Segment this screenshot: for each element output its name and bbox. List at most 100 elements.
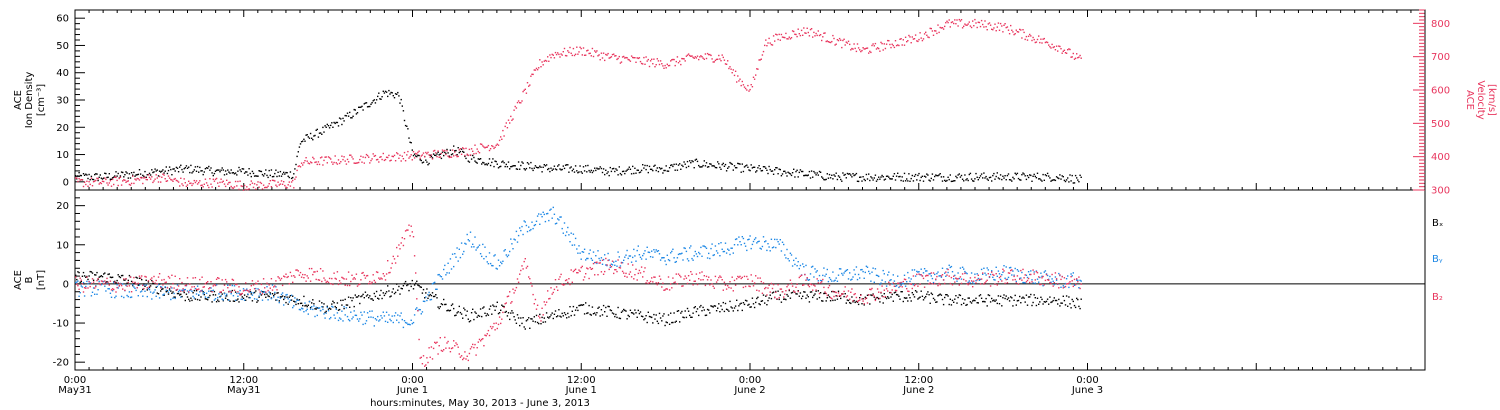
density-point — [308, 137, 311, 139]
density-point — [872, 179, 874, 181]
velocity-point — [843, 38, 845, 40]
bz-point — [383, 275, 386, 277]
by-point — [380, 315, 382, 317]
velocity-point — [885, 43, 888, 45]
bz-point — [539, 317, 541, 319]
bx-point — [1079, 307, 1081, 310]
by-point — [439, 275, 441, 277]
bx-point — [249, 291, 251, 293]
density-point — [945, 180, 947, 182]
density-point — [862, 176, 864, 178]
density-point — [625, 170, 627, 172]
by-point — [828, 277, 831, 279]
by-point — [574, 237, 577, 240]
bx-point — [168, 288, 171, 290]
velocity-point — [942, 28, 945, 30]
x-tick-label-date: June 1 — [565, 385, 597, 396]
by-point — [818, 274, 821, 277]
density-point — [289, 171, 292, 173]
by-point — [127, 295, 129, 298]
bx-point — [304, 305, 306, 307]
velocity-point — [198, 181, 200, 184]
by-point — [240, 298, 242, 300]
bx-point — [233, 300, 236, 302]
density-point — [484, 163, 486, 166]
by-point — [596, 262, 598, 265]
by-point — [975, 280, 977, 282]
by-point — [1077, 279, 1079, 282]
velocity-point — [384, 158, 387, 161]
bz-point — [588, 277, 590, 280]
bz-point — [258, 289, 260, 291]
bx-point — [316, 307, 318, 309]
velocity-point — [860, 50, 862, 53]
bx-point — [619, 317, 622, 320]
velocity-point — [459, 148, 462, 150]
bx-point — [925, 295, 927, 298]
by-point — [97, 289, 99, 291]
velocity-point — [530, 75, 532, 77]
density-point — [163, 172, 165, 174]
velocity-point — [623, 55, 625, 58]
velocity-point — [900, 38, 902, 40]
bx-point — [577, 309, 579, 312]
bz-point — [1013, 275, 1015, 278]
by-point — [436, 288, 438, 290]
velocity-point — [935, 30, 937, 32]
velocity-point — [928, 36, 930, 39]
by-point — [388, 314, 390, 316]
bz-point — [127, 281, 129, 284]
velocity-point — [626, 57, 628, 59]
bz-point — [155, 279, 157, 282]
by-point — [582, 251, 585, 253]
density-point — [544, 165, 547, 167]
bz-point — [368, 282, 370, 285]
bz-point — [78, 288, 80, 290]
bz-point — [597, 274, 599, 276]
density-point — [122, 171, 124, 174]
by-point — [343, 306, 345, 308]
bz-point — [880, 291, 882, 294]
density-point — [342, 117, 344, 120]
velocity-point — [363, 162, 365, 164]
velocity-point — [105, 178, 107, 181]
velocity-point — [788, 36, 790, 38]
bx-point — [547, 316, 549, 318]
by-point — [255, 287, 257, 290]
bz-point — [168, 277, 171, 279]
by-point — [567, 226, 569, 229]
bx-point — [929, 302, 931, 304]
by-point — [500, 261, 502, 263]
bz-point — [885, 288, 888, 290]
bz-point — [833, 295, 835, 298]
density-point — [594, 167, 596, 169]
bx-point — [1033, 294, 1035, 296]
velocity-point — [624, 57, 626, 59]
bx-point — [923, 297, 926, 299]
velocity-point — [156, 177, 158, 179]
by-point — [205, 292, 208, 294]
bx-point — [434, 295, 436, 298]
bz-point — [444, 336, 446, 339]
bz-point — [969, 277, 972, 279]
by-point — [1034, 282, 1036, 284]
by-point — [304, 302, 306, 304]
density-point — [1053, 179, 1055, 181]
velocity-point — [104, 177, 106, 179]
density-point — [755, 171, 757, 173]
bz-point — [742, 286, 745, 289]
bx-point — [202, 291, 204, 293]
by-point — [515, 230, 518, 233]
by-point — [710, 247, 712, 250]
velocity-point — [166, 180, 169, 182]
density-point — [656, 167, 658, 169]
bx-point — [1021, 297, 1023, 299]
bz-point — [530, 282, 532, 284]
by-point — [459, 256, 462, 259]
bx-point — [153, 282, 155, 285]
bx-point — [935, 301, 937, 303]
bz-point — [847, 290, 850, 292]
by-point — [324, 317, 326, 319]
bz-point — [333, 272, 335, 274]
velocity-point — [285, 186, 287, 188]
